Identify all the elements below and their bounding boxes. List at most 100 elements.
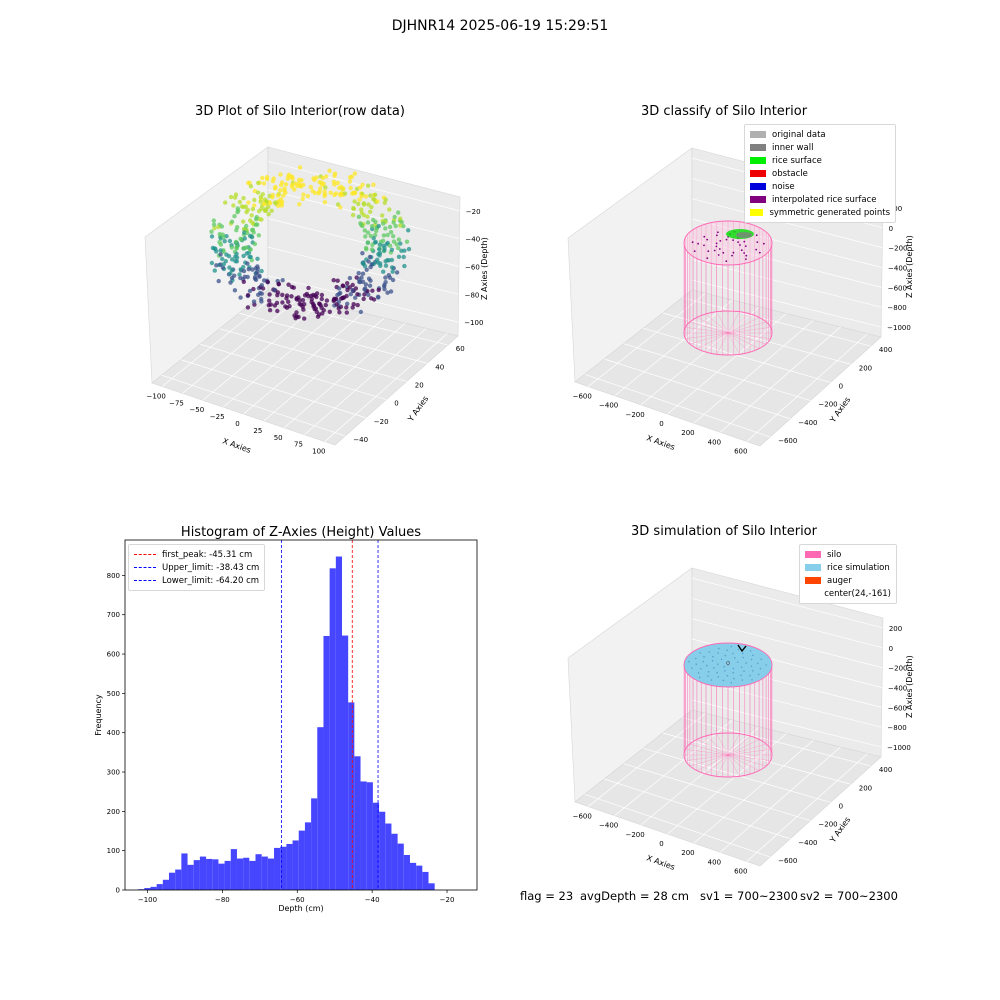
data-point [337, 291, 342, 296]
data-point [290, 184, 295, 190]
data-point [294, 297, 299, 302]
data-point [345, 281, 350, 286]
data-point [362, 228, 367, 233]
data-point [312, 190, 318, 196]
silo-bottom-spoke [696, 739, 729, 756]
data-point [391, 234, 396, 239]
histogram-bar [360, 781, 367, 890]
data-point [336, 286, 342, 291]
data-point [276, 203, 281, 208]
silo-bottom-spoke [727, 313, 751, 334]
data-point [320, 175, 326, 181]
rice-sim-point [757, 662, 759, 665]
data-point [245, 261, 250, 266]
data-point [387, 275, 393, 280]
data-point [359, 207, 364, 212]
data-point [287, 304, 292, 309]
data-point [297, 165, 303, 170]
x-tick-label: −50 [189, 406, 204, 414]
data-point [370, 288, 375, 293]
data-point [251, 299, 257, 304]
z-tick-label: −40 [465, 236, 480, 244]
y-tick-label: 400 [879, 766, 892, 774]
data-point [365, 240, 371, 245]
histogram-bar [286, 843, 293, 890]
y-tick-label: 800 [107, 572, 120, 580]
interpolated-point [715, 245, 718, 248]
data-point [319, 292, 325, 298]
data-point [239, 204, 244, 209]
data-point [306, 285, 311, 291]
data-point [249, 213, 254, 218]
data-point [335, 180, 340, 186]
histogram-bar [422, 871, 429, 890]
data-point [241, 279, 246, 284]
interpolated-point [743, 252, 745, 254]
silo-bottom-spoke [685, 332, 729, 339]
data-point [305, 193, 310, 199]
histogram-bar [397, 843, 404, 890]
legend-label: first_peak: -45.31 cm [162, 549, 253, 560]
data-point [365, 230, 371, 235]
y-tick-label: 0 [116, 887, 120, 895]
data-point [262, 201, 267, 207]
legend-label: original data [772, 129, 826, 140]
data-point [279, 182, 284, 188]
data-point [300, 298, 306, 303]
histogram-bar [366, 782, 373, 890]
data-point [228, 280, 233, 285]
data-point [300, 196, 305, 202]
data-point [337, 310, 342, 315]
data-point [241, 195, 246, 201]
data-point [259, 217, 264, 222]
silo-bottom-spoke [705, 332, 729, 353]
data-point [232, 195, 238, 200]
legend-label: inner wall [772, 142, 814, 153]
data-point [371, 182, 376, 187]
data-point [350, 282, 355, 288]
data-point [260, 175, 265, 181]
data-point [356, 214, 362, 219]
interpolated-point [718, 248, 721, 250]
interpolated-point [706, 238, 709, 241]
data-point [382, 248, 387, 253]
data-point [261, 181, 267, 186]
z-tick-label: −80 [465, 291, 480, 299]
rice-sim-point [700, 668, 702, 670]
rice-sim-point [724, 670, 726, 672]
data-point [234, 251, 239, 256]
silo-bottom-spoke [716, 311, 729, 334]
figure-title: DJHNR14 2025-06-19 15:29:51 [391, 18, 609, 34]
data-point [406, 228, 411, 233]
x-tick-label: −80 [215, 896, 230, 904]
silo-bottom-spoke [689, 754, 729, 767]
data-point [349, 174, 355, 179]
interpolated-point [715, 242, 718, 245]
data-point [387, 224, 393, 230]
x-tick-label: 400 [708, 438, 721, 446]
data-point [233, 239, 239, 245]
legend-entry: symmetric generated points [750, 206, 890, 219]
data-point [398, 223, 403, 228]
legend-swatch [750, 209, 764, 216]
data-point [361, 261, 366, 266]
data-point [334, 191, 339, 196]
data-point [229, 219, 235, 224]
grid-line [640, 306, 760, 406]
silo-bottom-spoke [685, 327, 729, 334]
data-point [241, 253, 246, 259]
data-point [218, 252, 223, 257]
data-point [275, 193, 281, 198]
grid-line [691, 577, 883, 629]
data-point [382, 284, 387, 289]
data-point [369, 204, 374, 210]
data-point [252, 276, 258, 281]
histogram-chart: Histogram of Z-Axies (Height) Values −10… [94, 525, 478, 913]
rice-sim-point [717, 676, 720, 678]
grid-line [643, 327, 831, 383]
silo-bottom-spoke [689, 743, 729, 756]
data-point [357, 279, 362, 285]
data-point [360, 251, 365, 256]
legend-entry: obstacle [750, 167, 890, 180]
data-point [383, 263, 389, 268]
